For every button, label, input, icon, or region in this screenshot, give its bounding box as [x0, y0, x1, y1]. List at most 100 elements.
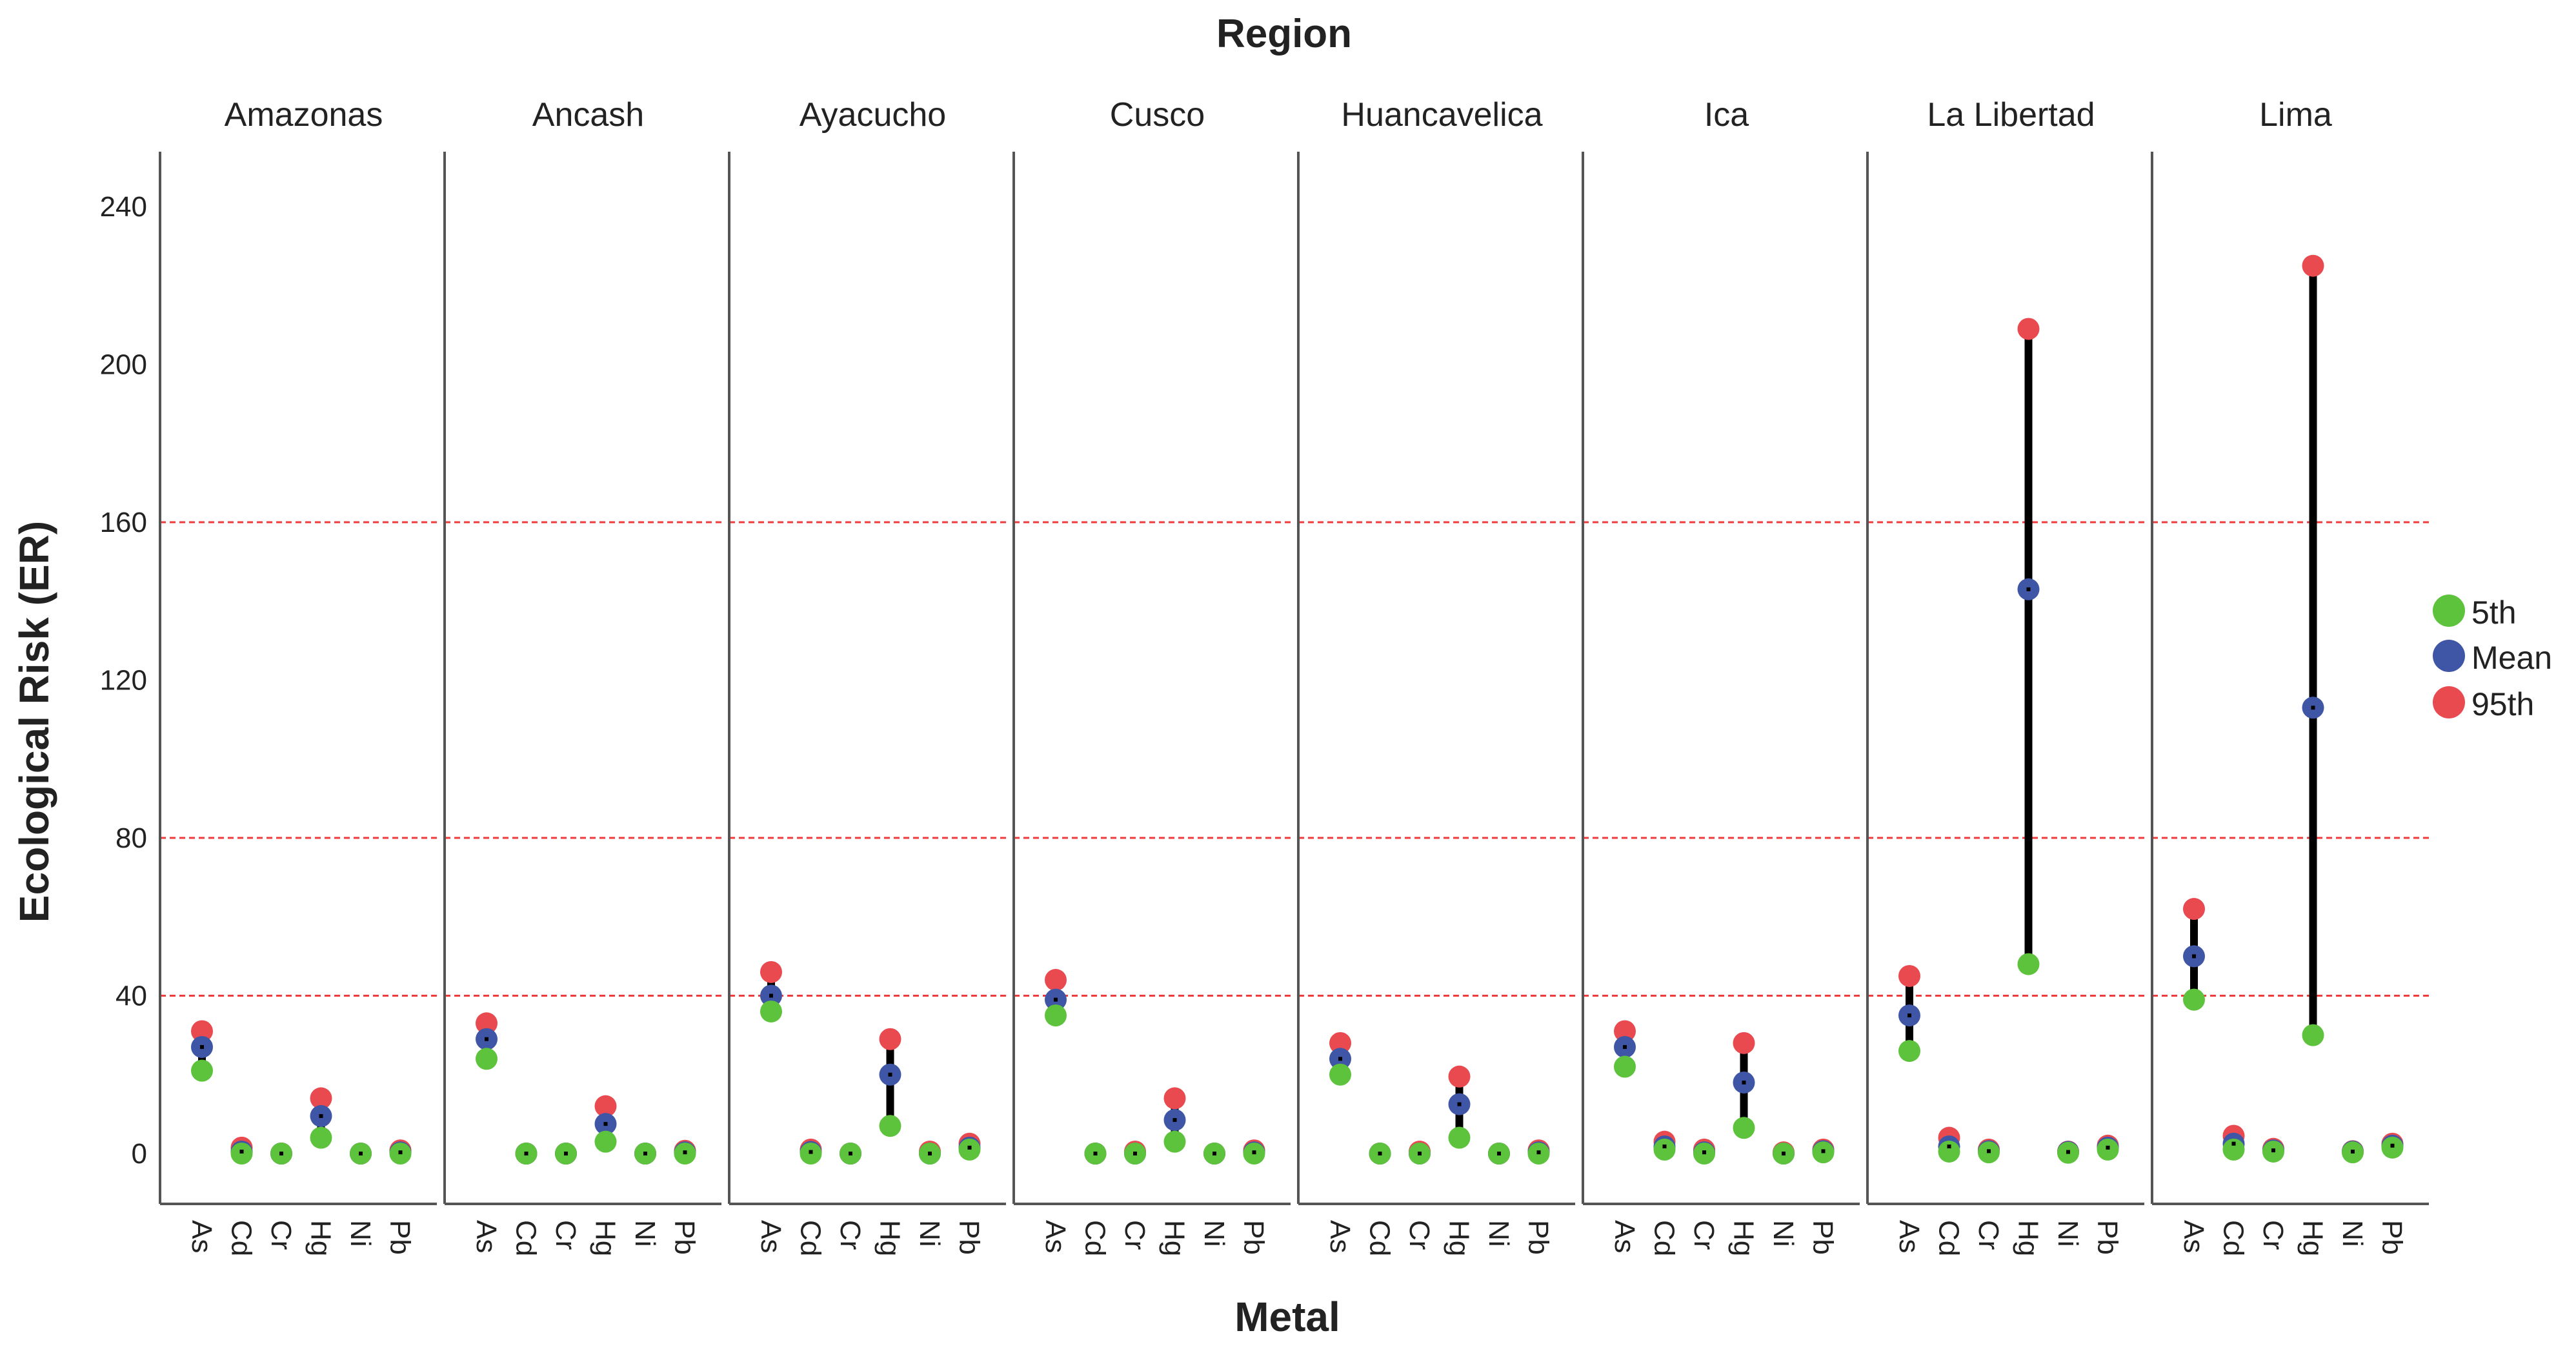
- point-center-mark: [849, 1152, 852, 1155]
- point-center-mark: [564, 1152, 568, 1155]
- x-tick-label: Cd: [510, 1220, 542, 1256]
- point-5th: [1898, 1040, 1920, 1063]
- x-tick-label: Hg: [874, 1220, 906, 1256]
- legend-label-mean: Mean: [2471, 640, 2552, 676]
- point-center-mark: [1457, 1102, 1462, 1106]
- point-5th: [2183, 988, 2205, 1011]
- panel-label: Amazonas: [225, 96, 383, 134]
- point-center-mark: [1987, 1149, 1991, 1154]
- panel-amazonas: Amazonas As Cd Cr Hg Ni Pb: [159, 96, 437, 1256]
- point-95th: [879, 1028, 901, 1050]
- x-tick-label: Hg: [2013, 1220, 2044, 1256]
- point-center-mark: [2311, 706, 2315, 710]
- panel-label: Lima: [2259, 96, 2332, 134]
- x-tick-label: Ni: [345, 1220, 376, 1247]
- legend-label-5th: 5th: [2471, 595, 2517, 631]
- x-tick-label: As: [1609, 1220, 1640, 1253]
- point-95th: [2183, 898, 2205, 921]
- x-tick-label: As: [755, 1220, 787, 1253]
- point-center-mark: [643, 1152, 647, 1155]
- point-center-mark: [2026, 587, 2031, 591]
- point-center-mark: [1742, 1080, 1746, 1084]
- x-axis-title: Metal: [1234, 1294, 1340, 1340]
- x-tick-label: As: [470, 1220, 502, 1253]
- x-tick-label: Cd: [1364, 1220, 1396, 1256]
- point-5th: [1329, 1063, 1351, 1086]
- panel-label: Ayacucho: [800, 96, 946, 134]
- point-5th: [2097, 1138, 2119, 1161]
- x-tick-label: Cd: [226, 1220, 257, 1256]
- x-tick-label: Ni: [2337, 1220, 2368, 1247]
- point-5th: [230, 1143, 253, 1165]
- panel-la-libertad: La Libertad As Cd Cr Hg Ni Pb: [1866, 96, 2144, 1256]
- y-tick-label: 200: [100, 349, 147, 381]
- x-tick-label: Pb: [669, 1220, 701, 1255]
- point-95th: [2017, 318, 2040, 340]
- point-5th: [2017, 953, 2040, 975]
- point-center-mark: [1252, 1150, 1256, 1155]
- point-5th: [594, 1130, 617, 1153]
- point-center-mark: [967, 1145, 972, 1150]
- point-center-mark: [1497, 1152, 1501, 1155]
- point-95th: [594, 1095, 617, 1117]
- x-tick-label: Ni: [1483, 1220, 1514, 1247]
- point-center-mark: [2390, 1143, 2395, 1148]
- point-95th: [760, 961, 782, 983]
- point-5th: [1614, 1055, 1636, 1078]
- y-tick-label: 80: [116, 822, 147, 854]
- point-95th: [1448, 1065, 1471, 1088]
- panel-label: Cusco: [1110, 96, 1205, 134]
- point-center-mark: [319, 1114, 323, 1118]
- point-95th: [1898, 964, 1920, 987]
- x-tick-label: Hg: [1444, 1220, 1475, 1256]
- point-center-mark: [928, 1152, 932, 1155]
- point-5th: [1733, 1117, 1755, 1139]
- point-center-mark: [1702, 1150, 1706, 1155]
- x-tick-label: As: [186, 1220, 217, 1253]
- x-tick-label: As: [2178, 1220, 2209, 1253]
- point-5th: [310, 1126, 332, 1149]
- y-tick-label: 240: [100, 191, 147, 223]
- point-5th: [879, 1115, 901, 1137]
- y-axis-title: Ecological Risk (ER): [11, 521, 57, 922]
- point-5th: [2302, 1024, 2324, 1046]
- x-tick-label: Hg: [1728, 1220, 1760, 1256]
- x-tick-label: Cr: [834, 1220, 866, 1250]
- y-tick-label: 120: [100, 665, 147, 697]
- point-center-mark: [2066, 1150, 2070, 1154]
- legend-swatch-mean: [2433, 640, 2465, 672]
- x-tick-label: Hg: [590, 1220, 621, 1256]
- panel-label: Ica: [1704, 96, 1749, 134]
- x-tick-label: Cr: [1119, 1220, 1151, 1250]
- point-center-mark: [1947, 1144, 1951, 1148]
- x-tick-label: Cr: [1973, 1220, 2004, 1250]
- legend-swatch-5th: [2433, 595, 2465, 627]
- chart-title: Region: [1216, 12, 1352, 56]
- point-5th: [760, 1000, 782, 1022]
- point-center-mark: [2192, 954, 2196, 959]
- point-5th: [1045, 1004, 1067, 1027]
- legend-swatch-95th: [2433, 686, 2465, 718]
- y-tick-label: 0: [132, 1138, 147, 1170]
- x-tick-label: Hg: [305, 1220, 337, 1256]
- point-center-mark: [1821, 1149, 1826, 1154]
- point-center-mark: [1338, 1057, 1342, 1061]
- x-tick-label: As: [1893, 1220, 1925, 1253]
- x-tick-label: Ni: [2052, 1220, 2084, 1247]
- x-tick-label: Hg: [2297, 1220, 2329, 1256]
- x-tick-label: Pb: [2377, 1220, 2408, 1255]
- x-tick-label: Cd: [2218, 1220, 2249, 1256]
- panel-huancavelica: Huancavelica As Cd Cr Hg Ni Pb: [1297, 96, 1575, 1256]
- point-center-mark: [888, 1072, 892, 1077]
- point-center-mark: [2271, 1148, 2275, 1153]
- point-5th: [1448, 1126, 1471, 1149]
- panel-label: Huancavelica: [1341, 96, 1542, 134]
- x-tick-label: Ni: [914, 1220, 945, 1247]
- panel-cusco: Cusco As Cd Cr Hg Ni Pb: [1012, 96, 1291, 1256]
- point-95th: [1163, 1087, 1186, 1110]
- point-5th: [2222, 1138, 2245, 1161]
- point-center-mark: [1378, 1152, 1382, 1155]
- panel-label: Ancash: [532, 96, 644, 134]
- point-95th: [1614, 1020, 1636, 1043]
